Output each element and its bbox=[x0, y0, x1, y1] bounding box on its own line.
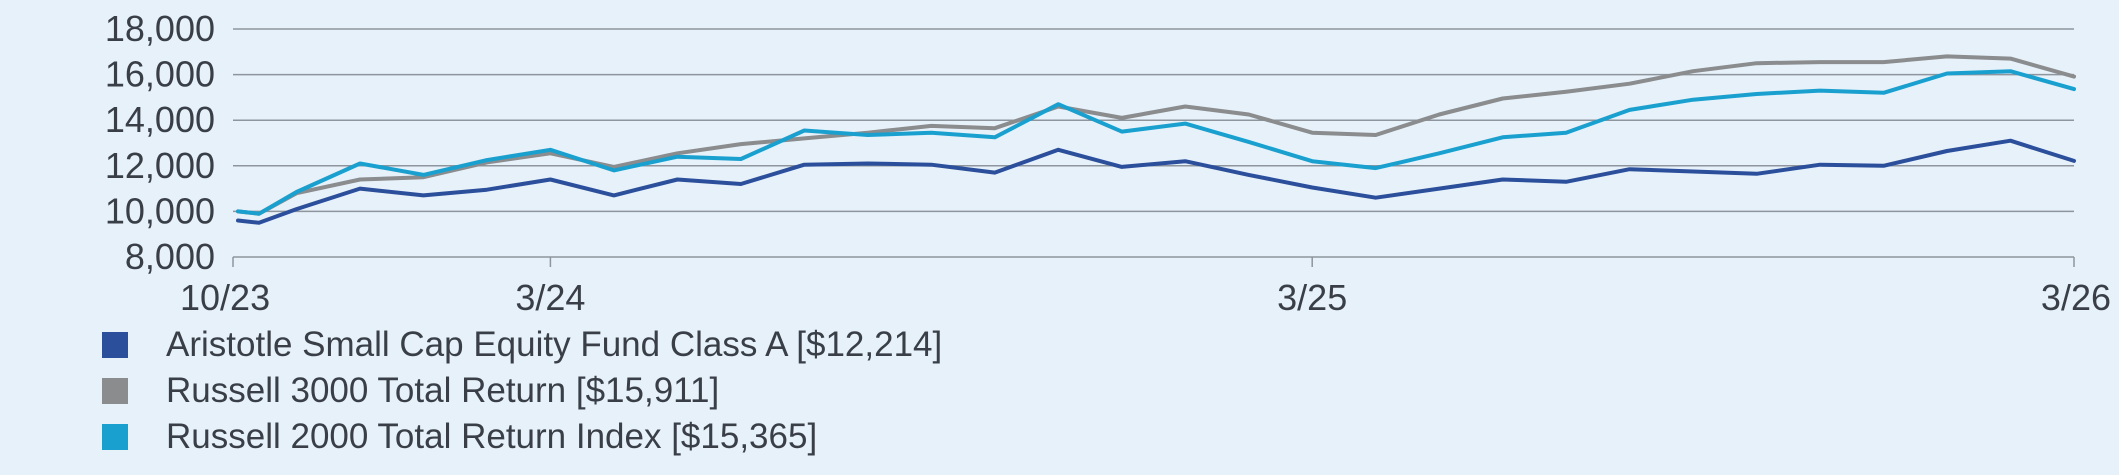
x-tick-label: 3/24 bbox=[515, 277, 585, 318]
legend-swatch-russell-3000 bbox=[102, 378, 128, 404]
series-line-russell-3000 bbox=[236, 54, 2076, 216]
legend-label-russell-3000: Russell 3000 Total Return [$15,911] bbox=[166, 371, 720, 410]
legend-item-fund: Aristotle Small Cap Equity Fund Class A … bbox=[102, 322, 942, 368]
y-tick-label: 18,000 bbox=[105, 8, 215, 49]
legend-swatch-russell-2000 bbox=[102, 424, 128, 450]
x-tick-label: 10/23 bbox=[180, 277, 270, 318]
y-tick-label: 12,000 bbox=[105, 145, 215, 186]
legend-item-russell-3000: Russell 3000 Total Return [$15,911] bbox=[102, 368, 942, 414]
x-axis-ticks: 10/23 3/24 3/25 3/26 bbox=[180, 257, 2111, 318]
legend-swatch-fund bbox=[102, 332, 128, 358]
legend-label-fund: Aristotle Small Cap Equity Fund Class A … bbox=[166, 325, 943, 364]
legend-label-russell-2000: Russell 2000 Total Return Index [$15,365… bbox=[166, 417, 818, 456]
y-tick-label: 10,000 bbox=[105, 190, 215, 231]
legend-item-russell-2000: Russell 2000 Total Return Index [$15,365… bbox=[102, 414, 942, 460]
y-tick-label: 8,000 bbox=[125, 236, 215, 277]
series-lines bbox=[236, 54, 2076, 225]
x-tick-label: 3/26 bbox=[2041, 277, 2111, 318]
x-tick-label: 3/25 bbox=[1277, 277, 1347, 318]
series-line-fund bbox=[236, 138, 2076, 225]
y-tick-label: 16,000 bbox=[105, 54, 215, 95]
series-line-russell-2000 bbox=[236, 69, 2076, 216]
legend: Aristotle Small Cap Equity Fund Class A … bbox=[102, 322, 942, 460]
y-tick-label: 14,000 bbox=[105, 99, 215, 140]
